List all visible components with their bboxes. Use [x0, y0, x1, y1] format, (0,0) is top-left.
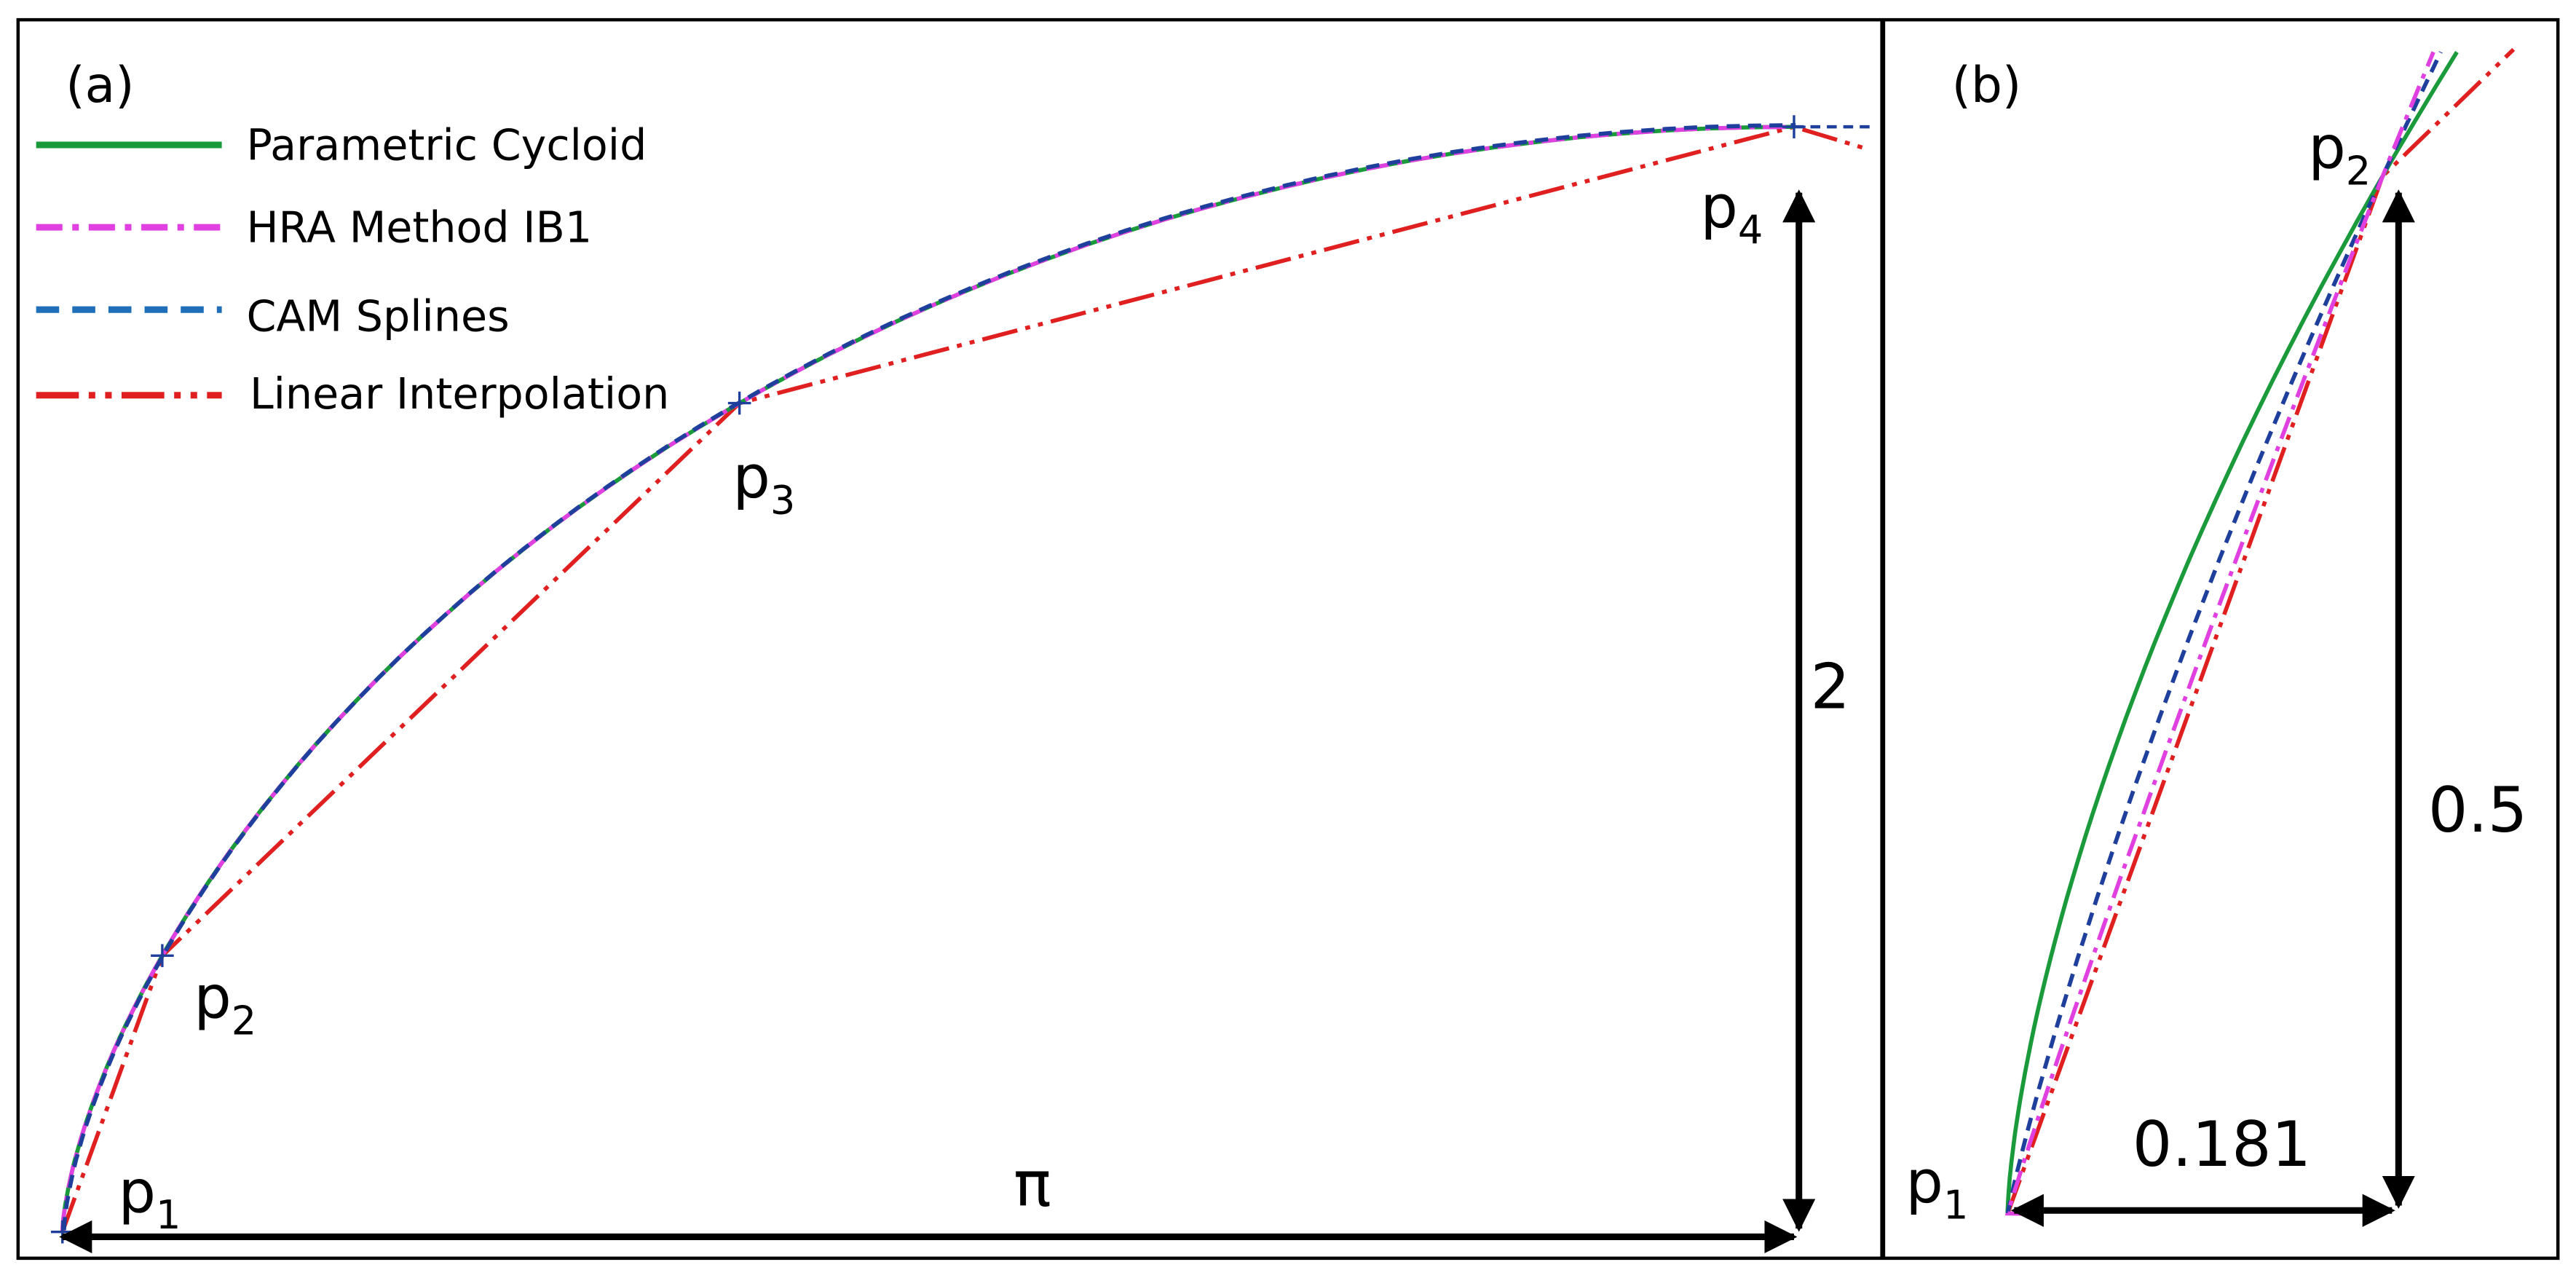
- curves: [50, 47, 2516, 1244]
- point-label: p2: [2308, 114, 2371, 194]
- knot-marker: [1782, 115, 1806, 138]
- point-label: p3: [732, 443, 795, 524]
- cycloid: [2005, 50, 2459, 1214]
- cam-spline: [2005, 51, 2443, 1215]
- legend-label: Parametric Cycloid: [246, 119, 647, 170]
- cam-spline: [62, 123, 1796, 1231]
- knot-marker: [727, 391, 751, 415]
- point-label: p1: [1905, 1148, 1968, 1228]
- dimension-label: 2: [1811, 650, 1851, 723]
- frame: [16, 17, 2560, 1261]
- panel-label: (a): [66, 56, 134, 114]
- hra-curve: [2004, 51, 2435, 1216]
- knot-marker: [151, 944, 174, 968]
- point-label: p4: [1700, 173, 1763, 253]
- legend-label: HRA Method IB1: [246, 202, 592, 252]
- point-label: p1: [118, 1158, 181, 1238]
- legend-label: CAM Splines: [246, 291, 509, 342]
- dimension-label: π: [1014, 1148, 1051, 1220]
- linear-interpolation: [2005, 47, 2516, 1215]
- legend-label: Linear Interpolation: [250, 368, 669, 419]
- panel-label: (b): [1952, 56, 2022, 114]
- dimension-label: 0.181: [2133, 1108, 2311, 1181]
- point-label: p2: [194, 964, 256, 1044]
- dimension-label: 0.5: [2428, 774, 2527, 847]
